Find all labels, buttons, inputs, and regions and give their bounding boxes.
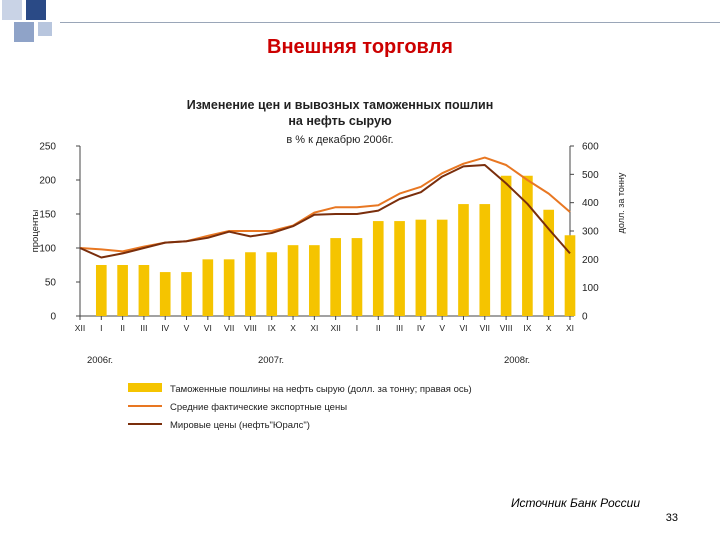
duty-bar bbox=[372, 221, 384, 316]
duty-bar bbox=[543, 209, 555, 316]
chart: Изменение цен и вывозных таможенных пошл… bbox=[30, 98, 626, 431]
corner-square-decoration bbox=[2, 0, 22, 20]
x-tick-label: II bbox=[120, 323, 125, 333]
left-tick-label: 200 bbox=[39, 176, 56, 187]
duty-bar bbox=[564, 235, 576, 316]
x-tick-label: III bbox=[396, 323, 403, 333]
duty-bar bbox=[479, 204, 491, 316]
legend-label: Мировые цены (нефть"Юралс") bbox=[170, 420, 310, 431]
duty-bar bbox=[522, 175, 533, 316]
duty-bar bbox=[287, 245, 299, 316]
right-tick-label: 600 bbox=[582, 142, 599, 153]
world-urals-price-line bbox=[79, 164, 571, 259]
x-tick-label: X bbox=[290, 323, 296, 333]
x-tick-label: VII bbox=[224, 323, 234, 333]
corner-square-decoration bbox=[14, 22, 34, 42]
x-tick-label: VI bbox=[204, 323, 212, 333]
right-tick-label: 0 bbox=[582, 312, 588, 323]
chart-title-line-2: на нефть сырую bbox=[288, 114, 392, 128]
x-tick-label: VI bbox=[459, 323, 467, 333]
right-tick-label: 100 bbox=[582, 283, 599, 294]
right-tick-label: 500 bbox=[582, 170, 599, 181]
legend-label: Средние фактические экспортные цены bbox=[170, 402, 347, 413]
x-tick-label: I bbox=[100, 323, 102, 333]
duty-bar bbox=[351, 238, 363, 316]
duty-bar bbox=[181, 272, 192, 316]
legend-swatch-bar bbox=[128, 383, 162, 392]
duty-bar bbox=[415, 219, 427, 316]
right-axis-label: долл. за тонну bbox=[616, 172, 626, 233]
page-number: 33 bbox=[665, 512, 678, 524]
right-tick-label: 400 bbox=[582, 198, 599, 209]
x-tick-label: XII bbox=[330, 323, 340, 333]
x-tick-label: V bbox=[184, 323, 190, 333]
duty-bar bbox=[95, 265, 107, 316]
source-note: Источник Банк России bbox=[510, 496, 640, 510]
x-tick-label: VII bbox=[480, 323, 490, 333]
duty-bar bbox=[394, 221, 405, 316]
avg-export-price-line bbox=[79, 156, 571, 253]
x-tick-label: IV bbox=[161, 323, 169, 333]
x-tick-label: I bbox=[356, 323, 358, 333]
duty-bar bbox=[245, 252, 256, 316]
duty-bar bbox=[117, 265, 128, 316]
slide-title: Внешняя торговля bbox=[267, 36, 453, 58]
year-label: 2007г. bbox=[258, 355, 284, 366]
left-tick-label: 0 bbox=[50, 312, 56, 323]
x-tick-label: V bbox=[439, 323, 445, 333]
x-tick-label: X bbox=[546, 323, 552, 333]
x-tick-label: XII bbox=[75, 323, 85, 333]
x-tick-label: II bbox=[376, 323, 381, 333]
x-tick-label: XI bbox=[310, 323, 318, 333]
duty-bar bbox=[309, 245, 320, 316]
corner-square-decoration bbox=[38, 22, 52, 36]
duty-bar bbox=[436, 219, 448, 316]
x-tick-label: III bbox=[140, 323, 147, 333]
right-tick-label: 200 bbox=[582, 255, 599, 266]
left-tick-label: 250 bbox=[39, 142, 56, 153]
x-tick-label: XI bbox=[566, 323, 574, 333]
duty-bar bbox=[266, 252, 278, 316]
left-tick-label: 150 bbox=[39, 210, 56, 221]
chart-title-line-1: Изменение цен и вывозных таможенных пошл… bbox=[187, 98, 494, 112]
left-tick-label: 100 bbox=[39, 244, 56, 255]
chart-subtitle: в % к декабрю 2006г. bbox=[286, 134, 393, 146]
duty-bar bbox=[159, 272, 171, 316]
right-tick-label: 300 bbox=[582, 227, 599, 238]
x-tick-label: VIII bbox=[244, 323, 257, 333]
x-tick-label: IV bbox=[417, 323, 425, 333]
left-axis-label: проценты bbox=[30, 209, 41, 252]
corner-square-decoration bbox=[26, 0, 46, 20]
duty-bar bbox=[138, 265, 150, 316]
left-tick-label: 50 bbox=[45, 278, 57, 289]
duty-bar bbox=[330, 238, 341, 316]
x-tick-label: VIII bbox=[500, 323, 513, 333]
duty-bar bbox=[500, 175, 512, 316]
duty-bar bbox=[223, 259, 235, 316]
x-tick-label: IX bbox=[268, 323, 276, 333]
year-label: 2006г. bbox=[87, 355, 113, 366]
duty-bar bbox=[202, 259, 214, 316]
legend-label: Таможенные пошлины на нефть сырую (долл.… bbox=[170, 384, 472, 395]
year-label: 2008г. bbox=[504, 355, 530, 366]
duty-bar bbox=[458, 204, 469, 316]
x-tick-label: IX bbox=[523, 323, 531, 333]
header-divider bbox=[60, 22, 720, 23]
